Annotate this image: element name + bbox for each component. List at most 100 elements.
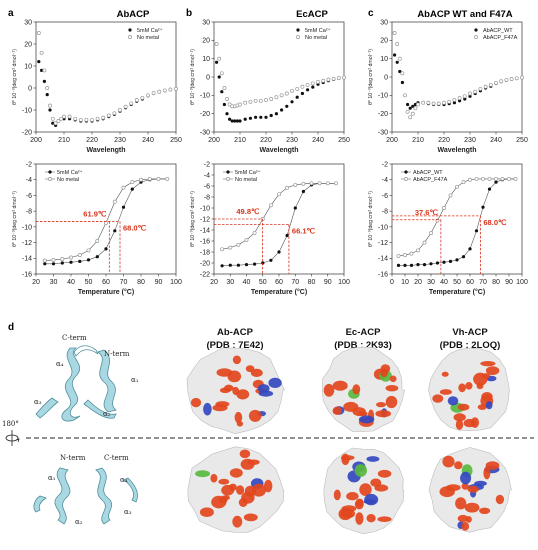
- surface-patch: [346, 492, 359, 501]
- data-point: [452, 101, 456, 105]
- y-tick-label: -8: [204, 194, 210, 201]
- surface-patch: [458, 383, 466, 393]
- legend-marker: [128, 28, 132, 32]
- surface-patch: [480, 361, 496, 367]
- x-tick-label: 40: [440, 279, 448, 286]
- data-point: [461, 180, 466, 185]
- data-point: [215, 60, 219, 64]
- surface-patch: [442, 455, 455, 468]
- data-point: [483, 84, 488, 89]
- y-tick-label: -18: [200, 249, 210, 256]
- data-point: [285, 233, 289, 238]
- y-tick-label: 0: [384, 74, 388, 81]
- c-term-label-top: C-term: [62, 334, 87, 342]
- data-point: [238, 102, 242, 107]
- legend-label: No metal: [57, 177, 79, 183]
- legend-label: AbACP_WT: [483, 28, 513, 34]
- n-term-label-top: N-term: [104, 350, 130, 358]
- surface-pdb-ec: (PDB : 2K93): [334, 340, 392, 351]
- ribbon-structure-bottom: [33, 467, 138, 525]
- tm-annotation: 61.9℃: [83, 209, 107, 218]
- legend-marker: [296, 28, 300, 32]
- data-point: [487, 176, 492, 181]
- data-point: [37, 60, 41, 64]
- x-axis-label: Wavelength: [86, 147, 125, 154]
- surface-patch: [385, 395, 398, 409]
- surface-title-vh: Vh-ACP: [452, 327, 488, 338]
- legend-label: AbACP_WT: [413, 170, 443, 176]
- x-tick-label: 60: [275, 279, 283, 286]
- x-tick-label: 0: [390, 279, 394, 286]
- x-tick-label: 90: [505, 279, 513, 286]
- x-tick-label: 30: [226, 279, 234, 286]
- x-axis-label: Temperature (°C): [251, 288, 307, 296]
- tm-annotation: 49.8℃: [236, 207, 260, 216]
- data-point: [134, 98, 139, 103]
- data-point: [274, 95, 279, 100]
- surface-patch: [358, 415, 375, 424]
- surface-patch: [199, 507, 214, 517]
- data-point: [500, 176, 505, 181]
- data-point: [400, 80, 404, 85]
- data-point: [478, 86, 483, 91]
- surface-models: [186, 346, 512, 535]
- data-point: [269, 113, 273, 118]
- chart-a-melt: 20 30 40 50 60 70 80 90 100 -16 -14 -12 -10 -8 -6 -4 -2 T…: [12, 161, 182, 296]
- surface-patch: [215, 401, 230, 408]
- data-point: [413, 102, 417, 107]
- surface-patch: [366, 514, 376, 523]
- surface-patch: [447, 396, 459, 406]
- data-point: [455, 184, 459, 189]
- legend-label: AbACP_F47A: [483, 35, 518, 41]
- legend-marker: [296, 35, 300, 39]
- surface-patch: [236, 421, 244, 427]
- x-tick-label: 240: [490, 137, 502, 144]
- surface-patch: [460, 471, 472, 485]
- data-point: [217, 75, 221, 79]
- data-point: [157, 89, 162, 94]
- data-point: [222, 102, 226, 107]
- x-axis-label: Wavelength: [259, 147, 298, 154]
- data-point: [442, 206, 446, 210]
- data-point: [95, 255, 99, 259]
- data-point: [139, 177, 143, 182]
- data-point: [235, 119, 239, 123]
- y-tick-label: -14: [22, 256, 32, 263]
- surface-patch: [377, 516, 392, 522]
- data-point: [112, 199, 117, 204]
- surface-patch: [483, 466, 491, 480]
- data-point: [151, 91, 156, 96]
- data-point: [274, 112, 278, 116]
- structure-panel: Ab-ACP (PDB : 7E42) Ec-ACP (PDB : 2K93) …: [2, 327, 534, 535]
- ribbon-structure-top: [35, 345, 117, 422]
- y-tick-label: -8: [382, 209, 388, 216]
- surface-patch: [203, 402, 212, 416]
- x-tick-label: 60: [102, 279, 110, 286]
- x-tick-label: 40: [67, 279, 75, 286]
- y-tick-label: -10: [22, 224, 32, 231]
- x-tick-label: 240: [312, 137, 324, 144]
- data-point: [280, 108, 284, 112]
- data-point: [473, 89, 478, 94]
- data-point: [165, 176, 170, 181]
- x-tick-label: 200: [386, 137, 398, 144]
- legend-label: No metal: [235, 177, 257, 183]
- data-point: [225, 97, 229, 101]
- surface-title-ab: Ab-ACP: [217, 327, 254, 338]
- surface-patch: [485, 401, 493, 410]
- surface-patch: [473, 372, 488, 386]
- surface-patch: [343, 401, 359, 412]
- legend-label: No metal: [305, 35, 327, 41]
- surface-patch: [441, 371, 449, 377]
- data-point: [129, 101, 134, 106]
- data-point: [95, 239, 100, 243]
- x-tick-label: 70: [291, 279, 299, 286]
- x-tick-label: 80: [492, 279, 500, 286]
- data-point: [463, 97, 467, 101]
- data-point: [290, 100, 294, 104]
- data-point: [455, 258, 459, 262]
- data-point: [130, 180, 135, 185]
- data-point: [244, 263, 249, 267]
- surface-patch: [380, 368, 389, 377]
